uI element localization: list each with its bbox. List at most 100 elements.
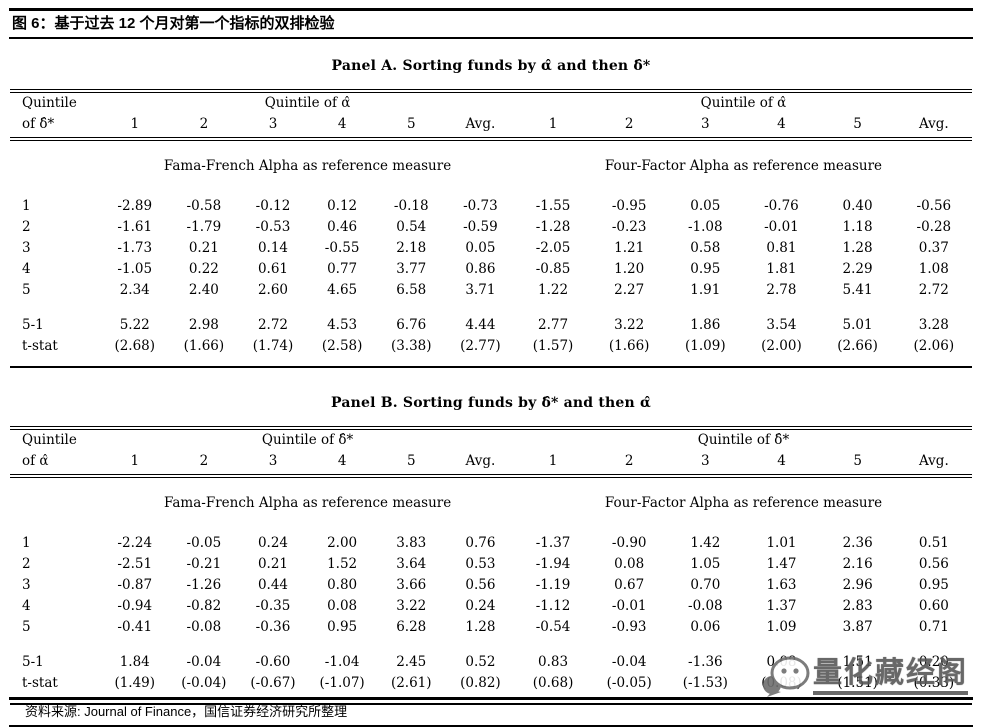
column-label: 1 bbox=[514, 114, 592, 141]
cell-value: -2.51 bbox=[117, 556, 153, 572]
column-label: 2 bbox=[591, 451, 668, 478]
cell-value: -0.73 bbox=[463, 198, 498, 214]
cell-value: 0.20 bbox=[918, 654, 949, 670]
cell-value: 0.22 bbox=[188, 261, 219, 277]
row-label: t-stat bbox=[10, 336, 101, 368]
cell-value: -1.94 bbox=[535, 556, 571, 572]
cell-value: -0.04 bbox=[611, 654, 647, 670]
cell-value: 2.29 bbox=[842, 261, 873, 277]
cell-value: 6.28 bbox=[396, 619, 427, 635]
column-group-header-left: Quintile of δ̂* bbox=[261, 432, 354, 448]
row-label: 2 bbox=[22, 556, 31, 572]
cell-value: 1.08 bbox=[918, 261, 949, 277]
cell-value: (2.66) bbox=[819, 336, 896, 368]
cell-value: 0.56 bbox=[918, 556, 949, 572]
cell-value: -0.56 bbox=[916, 198, 952, 214]
column-label: 1 bbox=[100, 114, 170, 141]
cell-value: 3.77 bbox=[396, 261, 427, 277]
cell-value: -0.28 bbox=[916, 219, 952, 235]
cell-value: (1.66) bbox=[169, 336, 239, 368]
cell-value: -0.94 bbox=[117, 598, 153, 614]
row-label: 3 bbox=[22, 577, 31, 593]
column-label: Avg. bbox=[445, 451, 515, 478]
cell-value: (2.06) bbox=[895, 336, 972, 368]
panel-b-table: Quintile Quintile of δ̂* Quintile of δ̂* of… bbox=[10, 426, 972, 705]
section-spacer bbox=[10, 476, 100, 516]
cell-value: 0.08 bbox=[614, 556, 645, 572]
row-label: 5-1 bbox=[22, 654, 44, 670]
column-label: 2 bbox=[169, 451, 239, 478]
cell-value: -0.08 bbox=[186, 619, 222, 635]
cell-value: 1.09 bbox=[766, 619, 797, 635]
cell-value: -0.12 bbox=[255, 198, 291, 214]
column-group-header-right: Quintile of α̂ bbox=[700, 95, 787, 111]
cell-value: 0.54 bbox=[396, 219, 427, 235]
cell-value: 0.67 bbox=[614, 577, 645, 593]
panel-b: Panel B. Sorting funds by δ̂* and then α… bbox=[0, 395, 982, 705]
row-quintile-header-line1: Quintile bbox=[22, 432, 77, 448]
cell-value: -1.04 bbox=[324, 654, 360, 670]
cell-value: 0.60 bbox=[918, 598, 949, 614]
row-label: 5 bbox=[22, 619, 31, 635]
column-label: 3 bbox=[667, 114, 744, 141]
cell-value: -1.28 bbox=[535, 219, 571, 235]
cell-value: 2.72 bbox=[257, 317, 289, 333]
cell-value: 0.95 bbox=[690, 261, 721, 277]
cell-value: 0.40 bbox=[842, 198, 873, 214]
cell-value: -0.87 bbox=[117, 577, 153, 593]
column-label: 1 bbox=[100, 451, 170, 478]
cell-value: (2.00) bbox=[743, 336, 820, 368]
column-label: 2 bbox=[169, 114, 239, 141]
cell-value: 3.64 bbox=[396, 556, 427, 572]
cell-value: (1.57) bbox=[514, 336, 592, 368]
table-row: 3 -0.87 -1.26 0.44 0.80 3.66 0.56 -1.19 0.67 0.70… bbox=[10, 575, 972, 596]
cell-value: -0.82 bbox=[186, 598, 222, 614]
row-quintile-header-line1: Quintile bbox=[22, 95, 77, 111]
cell-value: 2.72 bbox=[918, 282, 949, 298]
section-header-right: Four-Factor Alpha as reference measure bbox=[604, 495, 883, 511]
column-label: 5 bbox=[376, 451, 446, 478]
section-header-left: Fama-French Alpha as reference measure bbox=[163, 495, 452, 511]
cell-value: -0.04 bbox=[186, 654, 222, 670]
cell-value: 2.40 bbox=[188, 282, 219, 298]
cell-value: 2.27 bbox=[614, 282, 645, 298]
cell-value: (2.77) bbox=[445, 336, 515, 368]
cell-value: 3.22 bbox=[614, 317, 645, 333]
cell-value: 1.01 bbox=[766, 535, 797, 551]
figure-title: 图 6：基于过去 12 个月对第一个指标的双排检验 bbox=[12, 15, 335, 32]
table-row: 3 -1.73 0.21 0.14 -0.55 2.18 0.05 -2.05 1.21 0.58… bbox=[10, 238, 972, 259]
cell-value: -0.59 bbox=[463, 219, 498, 235]
cell-value: 0.53 bbox=[465, 556, 496, 572]
cell-value: -1.37 bbox=[535, 535, 571, 551]
cell-value: 1.81 bbox=[766, 261, 797, 277]
cell-value: 1.28 bbox=[465, 619, 496, 635]
cell-value: 1.37 bbox=[766, 598, 797, 614]
cell-value: 2.96 bbox=[842, 577, 873, 593]
column-label: Avg. bbox=[895, 114, 972, 141]
table-row: 5 -0.41 -0.08 -0.36 0.95 6.28 1.28 -0.54 -0.93 0.… bbox=[10, 617, 972, 638]
cell-value: -0.41 bbox=[117, 619, 153, 635]
footer: 资料来源: Journal of Finance，国信证券经济研究所整理 bbox=[9, 697, 973, 727]
cell-value: 4.44 bbox=[465, 317, 496, 333]
column-group-header-left: Quintile of α̂ bbox=[264, 95, 351, 111]
cell-value: 3.28 bbox=[918, 317, 949, 333]
cell-value: -0.01 bbox=[611, 598, 647, 614]
panel-a-table: Quintile Quintile of α̂ Quintile of α̂ of δ… bbox=[10, 89, 972, 368]
top-rule bbox=[9, 8, 973, 11]
cell-value: -1.79 bbox=[186, 219, 222, 235]
cell-value: -1.05 bbox=[117, 261, 153, 277]
section-header-right: Four-Factor Alpha as reference measure bbox=[604, 158, 883, 174]
cell-value: 2.36 bbox=[842, 535, 873, 551]
cell-value: -0.93 bbox=[611, 619, 647, 635]
column-label: 2 bbox=[591, 114, 668, 141]
cell-value: 0.80 bbox=[327, 577, 358, 593]
panel-b-title: Panel B. Sorting funds by δ̂* and then α… bbox=[331, 395, 651, 411]
cell-value: -0.54 bbox=[535, 619, 571, 635]
cell-value: 3.83 bbox=[396, 535, 427, 551]
cell-value: 2.98 bbox=[188, 317, 219, 333]
row-label: 1 bbox=[22, 535, 31, 551]
cell-value: -0.55 bbox=[324, 240, 360, 256]
cell-value: 1.05 bbox=[690, 556, 721, 572]
table-row: 5-1 1.84 -0.04 -0.60 -1.04 2.45 0.52 0.83 -0.04 -… bbox=[10, 638, 972, 673]
cell-value: 0.08 bbox=[327, 598, 358, 614]
